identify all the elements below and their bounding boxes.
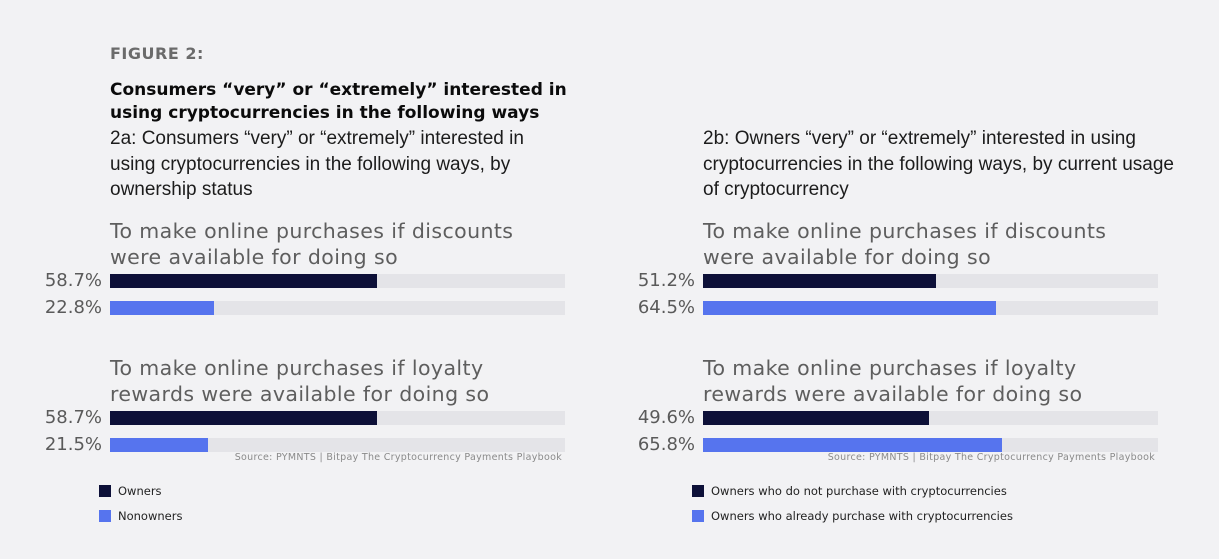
data-label: 51.2%	[637, 270, 695, 291]
bar	[703, 274, 936, 288]
bar	[110, 301, 214, 315]
legend-label: Owners who already purchase with cryptoc…	[711, 509, 1013, 523]
data-label: 22.8%	[44, 297, 102, 318]
data-label: 58.7%	[44, 407, 102, 428]
data-label: 65.8%	[637, 434, 695, 455]
category-label: To make online purchases if loyalty rewa…	[703, 356, 1083, 406]
bar	[703, 411, 929, 425]
bar-row: 51.2%	[638, 270, 1158, 291]
source-note: Source: PYMNTS | Bitpay The Cryptocurren…	[234, 452, 562, 463]
legend-swatch	[99, 485, 111, 497]
data-label: 21.5%	[44, 434, 102, 455]
legend-swatch	[99, 510, 111, 522]
data-label: 64.5%	[637, 297, 695, 318]
category-label: To make online purchases if discounts we…	[703, 219, 1107, 269]
bar-track	[110, 438, 565, 452]
data-label: 58.7%	[44, 270, 102, 291]
bar	[110, 411, 378, 425]
source-note: Source: PYMNTS | Bitpay The Cryptocurren…	[827, 452, 1155, 463]
bar-row: 49.6%	[638, 407, 1158, 428]
figure-title: Consumers “very” or “extremely” interest…	[110, 80, 567, 123]
chart-subtitle: 2a: Consumers “very” or “extremely” inte…	[110, 128, 524, 200]
bar-track	[110, 301, 565, 315]
figure-label: FIGURE 2:	[110, 44, 204, 63]
legend-label: Owners who do not purchase with cryptocu…	[711, 484, 1007, 498]
bar-row: 65.8%	[638, 434, 1158, 455]
chart-subtitle: 2b: Owners “very” or “extremely” interes…	[703, 128, 1175, 200]
data-label: 49.6%	[637, 407, 695, 428]
bar	[703, 301, 997, 315]
bar-row: 64.5%	[638, 297, 1158, 318]
bar-row: 58.7%	[45, 407, 565, 428]
category-label: To make online purchases if loyalty rewa…	[110, 356, 490, 406]
bar	[703, 438, 1003, 452]
bar-row: 58.7%	[45, 270, 565, 291]
bar-row: 21.5%	[45, 434, 565, 455]
legend-label: Nonowners	[118, 509, 183, 523]
bar-row: 22.8%	[45, 297, 565, 318]
legend-swatch	[692, 485, 704, 497]
category-label: To make online purchases if discounts we…	[110, 219, 514, 269]
bar	[110, 438, 208, 452]
bar	[110, 274, 378, 288]
legend-label: Owners	[118, 484, 162, 498]
legend-swatch	[692, 510, 704, 522]
